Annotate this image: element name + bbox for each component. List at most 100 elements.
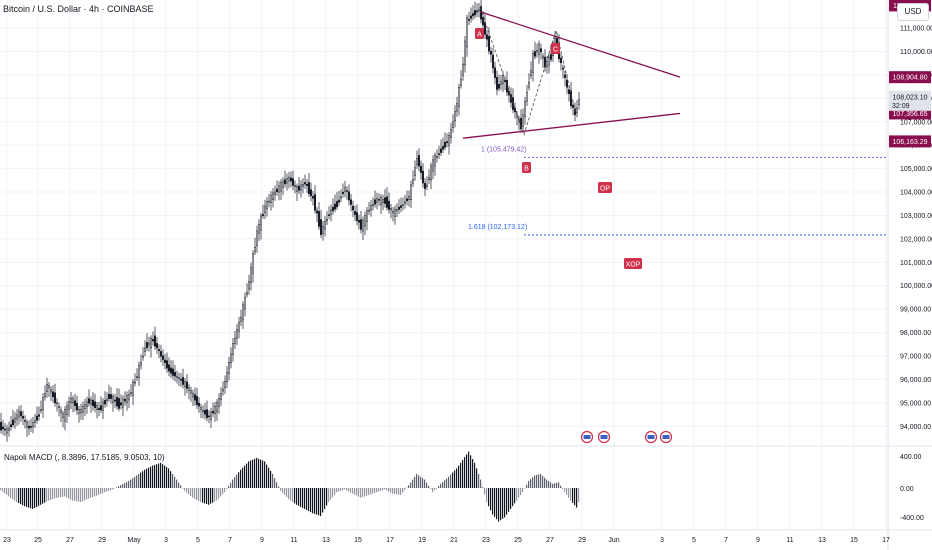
macd-bar	[408, 485, 410, 488]
macd-bar	[176, 479, 178, 488]
macd-bar	[58, 488, 60, 498]
candle-body	[50, 389, 52, 393]
candle-body	[40, 409, 42, 412]
candle-body	[12, 419, 14, 426]
candle-body	[234, 337, 236, 344]
candle-body	[338, 199, 340, 203]
macd-bar	[446, 478, 448, 488]
candle-body	[230, 353, 232, 363]
macd-bar	[460, 462, 462, 488]
candle-body	[20, 411, 22, 417]
macd-bar	[286, 488, 288, 498]
candle-body	[432, 159, 434, 172]
candle-body	[168, 364, 170, 372]
economic-event-icon	[597, 430, 611, 444]
macd-bar	[88, 488, 90, 499]
candle-body	[500, 81, 502, 85]
macd-bar	[458, 465, 460, 488]
macd-bar	[388, 488, 390, 492]
candle-body	[62, 413, 64, 418]
macd-bar	[376, 488, 378, 493]
candle-body	[250, 267, 252, 284]
candle-body	[218, 398, 220, 407]
macd-bar	[294, 488, 296, 504]
candle-body	[94, 401, 96, 409]
candle-body	[182, 377, 184, 385]
macd-bar	[488, 488, 490, 507]
price-tick-label: 96,000.00	[900, 377, 931, 384]
candle-body	[464, 40, 466, 66]
candle-body	[96, 405, 98, 410]
candle-body	[492, 54, 494, 69]
price-tick-label: 97,000.00	[900, 354, 931, 361]
macd-bar	[76, 488, 78, 502]
candle-body	[224, 381, 226, 388]
macd-bar	[374, 488, 376, 493]
macd-bar	[412, 479, 414, 488]
macd-bar	[318, 488, 320, 516]
macd-bar	[538, 474, 540, 488]
macd-bar	[102, 488, 104, 494]
macd-bar	[550, 482, 552, 488]
price-tick-label: 94,000.00	[900, 424, 931, 431]
macd-bar	[22, 488, 24, 506]
macd-bar	[24, 488, 26, 507]
macd-bar	[226, 488, 228, 490]
macd-bar	[508, 488, 510, 512]
candle-body	[528, 82, 530, 88]
macd-bar	[302, 488, 304, 508]
symbol-title[interactable]: Bitcoin / U.S. Dollar · 4h · COINBASE	[3, 4, 154, 14]
candle-body	[542, 55, 544, 59]
currency-button[interactable]: USD	[897, 3, 929, 21]
macd-bar	[546, 479, 548, 488]
macd-bar	[324, 488, 326, 509]
price-tick-label: 101,000.00	[900, 260, 932, 267]
candle-body	[64, 409, 66, 422]
macd-bar	[74, 488, 76, 501]
macd-bar	[560, 485, 562, 488]
macd-bar	[380, 488, 382, 491]
candle-body	[302, 183, 304, 187]
candlestick-series	[0, 0, 580, 442]
macd-bar	[170, 471, 172, 488]
candle-body	[92, 399, 94, 407]
macd-bar	[340, 488, 342, 491]
candle-body	[538, 43, 540, 55]
candle-body	[534, 51, 536, 57]
candle-body	[472, 13, 474, 17]
candle-body	[304, 182, 306, 185]
candle-body	[426, 184, 428, 187]
price-tick-label: 110,000.00	[900, 49, 932, 56]
candle-body	[478, 9, 480, 12]
candle-body	[124, 398, 126, 402]
candle-body	[388, 200, 390, 210]
time-tick-label: 5	[692, 537, 696, 544]
candle-body	[170, 367, 172, 374]
triangle-lower-line	[462, 112, 681, 139]
price-tick-label: 99,000.00	[900, 307, 931, 314]
macd-bar	[204, 488, 206, 504]
candle-body	[440, 148, 442, 153]
candle-body	[84, 404, 86, 409]
candle-body	[566, 79, 568, 88]
candle-body	[300, 184, 302, 191]
candle-body	[340, 196, 342, 199]
candle-body	[344, 187, 346, 192]
time-tick-label: 29	[578, 537, 586, 544]
candle-body	[200, 407, 202, 410]
macd-bar	[402, 488, 404, 493]
macd-bar	[208, 488, 210, 505]
macd-bar	[148, 467, 150, 488]
macd-bar	[238, 472, 240, 488]
macd-indicator-title[interactable]: Napoli MACD (, 8.3896, 17.5185, 9.0503, …	[4, 453, 165, 462]
macd-bar	[132, 478, 134, 488]
candle-body	[356, 212, 358, 221]
macd-bar	[90, 488, 92, 498]
point-a-label: A	[475, 28, 484, 39]
macd-bar	[400, 488, 402, 495]
macd-bar	[312, 488, 314, 514]
candle-body	[18, 410, 20, 418]
macd-bar	[290, 488, 292, 501]
